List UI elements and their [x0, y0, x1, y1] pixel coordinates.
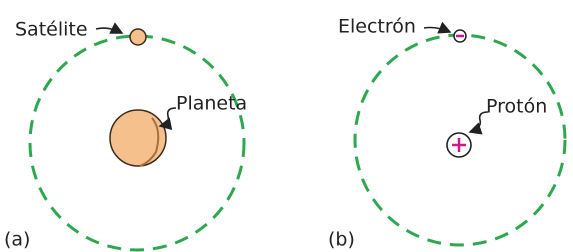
center-label: Protón	[486, 96, 547, 118]
panel-a: Satélite Planeta (a)	[4, 19, 247, 251]
panel-b: Electrón Protón (b)	[328, 16, 565, 251]
pointer	[96, 28, 122, 33]
panel-label: (b)	[328, 229, 355, 251]
center-label: Planeta	[176, 93, 247, 115]
diagram: Satélite Planeta (a) Electrón Protón (b)	[0, 0, 573, 252]
orbiter-label: Electrón	[338, 16, 416, 38]
satellite	[130, 29, 146, 45]
orbiter-label: Satélite	[15, 19, 88, 41]
pointer	[424, 28, 450, 33]
panel-label: (a)	[4, 229, 30, 251]
